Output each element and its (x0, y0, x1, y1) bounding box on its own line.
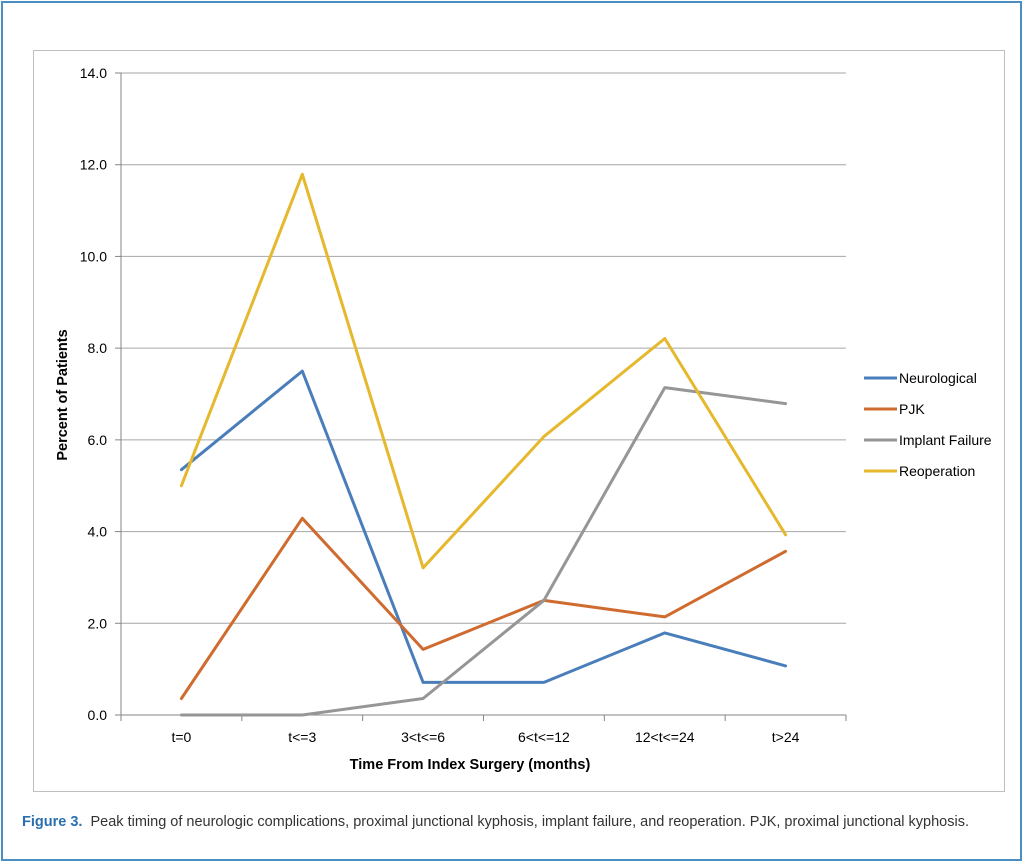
series-line-pjk (179, 516, 788, 700)
caption-lead: Figure 3. (22, 814, 83, 830)
figure-caption: Figure 3. Peak timing of neurologic comp… (22, 813, 1002, 832)
y-tick-label: 0.0 (88, 707, 108, 723)
gridlines (121, 72, 846, 624)
series-lines (179, 172, 788, 717)
y-tick-label: 4.0 (88, 524, 108, 540)
series-line-reoperation (179, 172, 788, 570)
caption-text: Peak timing of neurologic complications,… (90, 814, 970, 830)
legend-label: Implant Failure (899, 432, 992, 448)
x-tick-label: t=0 (171, 729, 191, 745)
series-line-neurological (179, 369, 788, 684)
axes: 0.0 2.0 4.0 6.0 8.0 10.0 12.0 14.0 t=0 t<=3 3<t<=6… (80, 65, 847, 745)
y-tick-label: 10.0 (80, 248, 107, 264)
y-tick-label: 12.0 (80, 157, 107, 173)
legend-label: Neurological (899, 370, 977, 386)
series-line-implant-failure (179, 386, 788, 717)
legend: Neurological PJK Implant Failure Reoperatio… (864, 370, 992, 479)
x-tick-label: 3<t<=6 (401, 729, 445, 745)
x-tick-label: t<=3 (288, 729, 316, 745)
y-tick-label: 2.0 (88, 615, 108, 631)
x-axis-title: Time From Index Surgery (months) (350, 757, 591, 773)
y-axis-title: Percent of Patients (55, 329, 71, 460)
chart-area (33, 50, 1005, 792)
y-tick-label: 14.0 (80, 65, 107, 81)
x-tick-label: t>24 (772, 729, 800, 745)
legend-label: Reoperation (899, 463, 975, 479)
x-tick-label: 12<t<=24 (635, 729, 695, 745)
y-tick-label: 8.0 (88, 340, 108, 356)
x-tick-label: 6<t<=12 (518, 729, 570, 745)
y-tick-label: 6.0 (88, 432, 108, 448)
legend-label: PJK (899, 401, 925, 417)
